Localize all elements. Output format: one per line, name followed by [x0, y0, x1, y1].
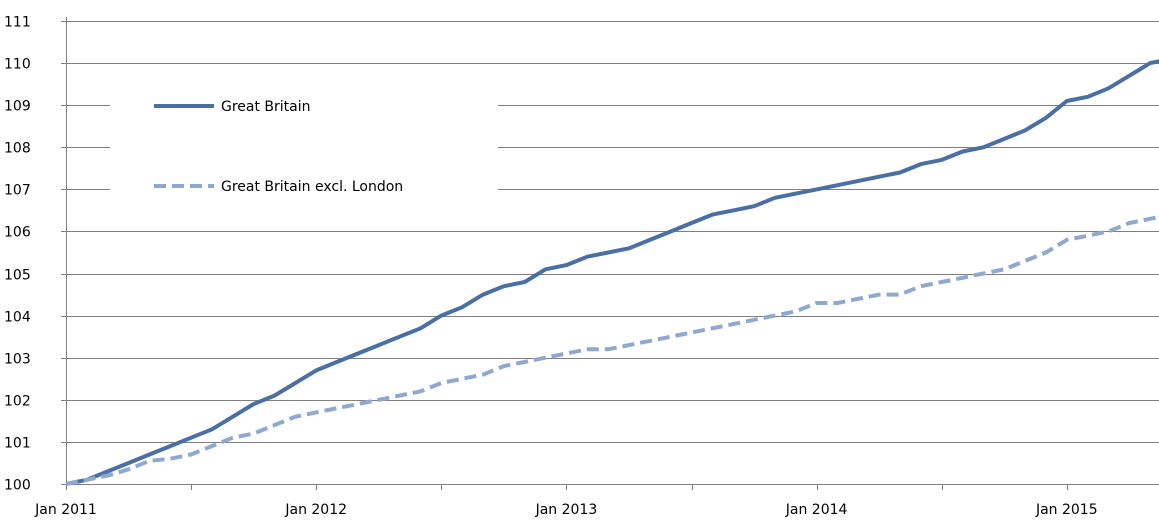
- series-line-1: [65, 59, 1159, 486]
- series-lines: [65, 59, 1159, 486]
- legend-label-2: Great Britain excl. London: [221, 179, 403, 195]
- legend: Great Britain Great Britain excl. London: [154, 99, 403, 195]
- x-tick-label: Jan 2013: [535, 502, 598, 518]
- y-tick-label: 109: [4, 99, 31, 115]
- y-tick-label: 107: [4, 183, 31, 199]
- y-tick-label: 110: [4, 57, 31, 73]
- y-tick-label: 105: [4, 268, 31, 284]
- x-tick-label: Jan 2011: [34, 502, 97, 518]
- y-tick-label: 102: [4, 394, 31, 410]
- y-tick-label: 104: [4, 310, 31, 326]
- y-tick-label: 106: [4, 225, 31, 241]
- x-tick-label: Jan 2015: [1035, 502, 1098, 518]
- y-tick-labels: 100 101 102 103 104 105 106 107 108 109 110 111: [4, 15, 31, 494]
- y-tick-label: 103: [4, 352, 31, 368]
- legend-label-1: Great Britain: [221, 99, 311, 115]
- axes: [61, 17, 1159, 490]
- y-tick-label: 108: [4, 141, 31, 157]
- series-line-2: [65, 214, 1159, 486]
- y-tick-label: 100: [4, 478, 31, 494]
- x-tick-labels: Jan 2011 Jan 2012 Jan 2013 Jan 2014 Jan 2015: [34, 502, 1097, 518]
- gridlines: [66, 21, 1159, 443]
- y-tick-label: 101: [4, 436, 31, 452]
- x-tick-label: Jan 2012: [284, 502, 347, 518]
- x-tick-label: Jan 2014: [785, 502, 848, 518]
- y-tick-label: 111: [4, 15, 31, 31]
